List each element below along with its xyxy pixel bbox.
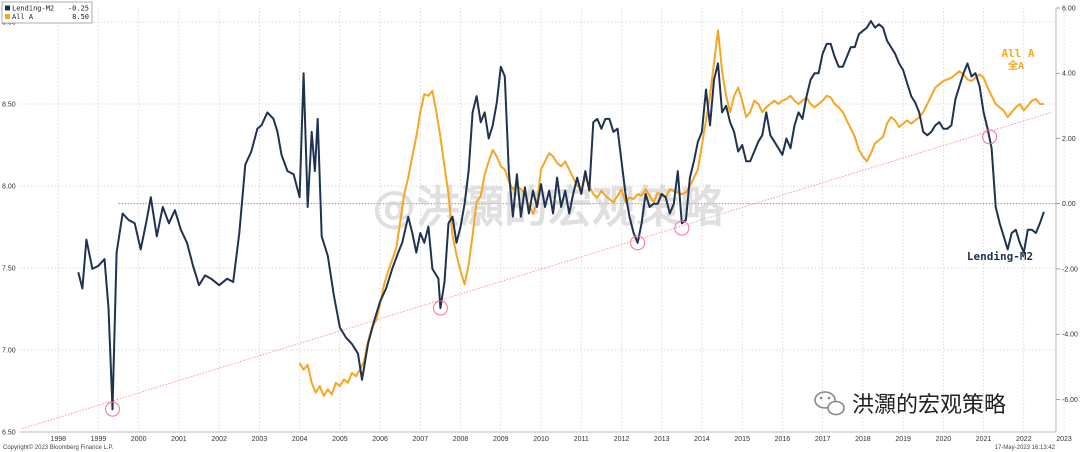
y-left-tick-label: 8.50 — [2, 102, 16, 109]
x-tick-label: 2002 — [211, 436, 227, 443]
y-right-tick-label: 2.00 — [1062, 136, 1076, 143]
x-tick-label: 2013 — [654, 436, 670, 443]
x-tick-label: 2007 — [413, 436, 429, 443]
y-right-tick-label: 0.00 — [1062, 201, 1076, 208]
x-tick-label: 2004 — [292, 436, 308, 443]
trough-marker — [105, 401, 121, 417]
x-tick-label: 2018 — [855, 436, 871, 443]
x-tick-label: 2008 — [453, 436, 469, 443]
annotation-all-a-cn: 全A — [1007, 59, 1024, 72]
y-left-tick-label: 7.00 — [2, 348, 16, 355]
x-tick-label: 2017 — [815, 436, 831, 443]
y-left-tick-label: 7.50 — [2, 266, 16, 273]
x-tick-label: 2009 — [493, 436, 509, 443]
y-left-tick-label: 8.00 — [2, 184, 16, 191]
annotation-lending-m2: Lending-M2 — [967, 250, 1033, 263]
x-tick-label: 2019 — [895, 436, 911, 443]
legend-swatch-lending-m2 — [5, 5, 10, 11]
legend-value-all-a: 8.50 — [72, 13, 89, 21]
brand: 洪灝的宏观策略 — [814, 391, 1006, 418]
x-tick-label: 2021 — [976, 436, 992, 443]
x-tick-label: 2010 — [533, 436, 549, 443]
x-tick-label: 1999 — [91, 436, 107, 443]
x-tick-label: 2015 — [734, 436, 750, 443]
series-layer — [77, 20, 1045, 411]
trough-marker — [982, 129, 998, 145]
trough-marker — [630, 235, 646, 251]
series-line-lending-m2 — [77, 20, 1045, 411]
y-left-tick-label: 6.50 — [2, 430, 16, 437]
x-tick-label: 2016 — [775, 436, 791, 443]
wechat-icon — [814, 391, 845, 416]
x-tick-label: 2003 — [252, 436, 268, 443]
y-right-tick-label: -4.00 — [1062, 332, 1078, 339]
x-tick-label: 2023 — [1056, 436, 1072, 443]
trough-marker — [432, 300, 448, 316]
x-tick-label: 2022 — [1016, 436, 1032, 443]
legend-label-all-a: All A — [12, 13, 34, 21]
brand-name: 洪灝的宏观策略 — [852, 393, 1006, 418]
x-tick-label: 2020 — [936, 436, 952, 443]
y-right-ticks: -6.00 -4.00 -2.00 0.00 2.00 4.00 6.00 — [1055, 6, 1078, 432]
legend-value-lending-m2: -0.25 — [68, 5, 89, 13]
x-tick-label: 2005 — [332, 436, 348, 443]
x-tick-label: 2001 — [171, 436, 187, 443]
markers — [105, 129, 998, 417]
x-ticks: 1998 1999 2000 2001 2002 2003 2004 2005 2006 2007… — [20, 431, 1072, 443]
y-right-tick-label: -6.00 — [1062, 397, 1078, 404]
x-tick-label: 2006 — [372, 436, 388, 443]
x-tick-label: 2012 — [614, 436, 630, 443]
x-tick-label: 2014 — [694, 436, 710, 443]
y-right-tick-label: 6.00 — [1062, 6, 1076, 13]
x-tick-label: 2000 — [131, 436, 147, 443]
legend: Lending-M2 -0.25 All A 8.50 — [1, 1, 93, 24]
legend-label-lending-m2: Lending-M2 — [12, 5, 54, 13]
y-right-tick-label: 4.00 — [1062, 71, 1076, 78]
trough-marker — [674, 220, 690, 236]
footer-copyright: Copyright© 2023 Bloomberg Finance L.P. — [3, 444, 114, 451]
legend-swatch-all-a — [5, 14, 10, 19]
annotation-all-a: All A — [1001, 47, 1034, 60]
x-tick-label: 1998 — [50, 436, 66, 443]
trendline-line — [21, 111, 1053, 430]
y-right-tick-label: -2.00 — [1062, 266, 1078, 273]
footer-timestamp: 17-May-2023 16:13:42 — [995, 445, 1056, 451]
x-tick-label: 2011 — [574, 436, 589, 443]
trendline — [21, 111, 1053, 430]
